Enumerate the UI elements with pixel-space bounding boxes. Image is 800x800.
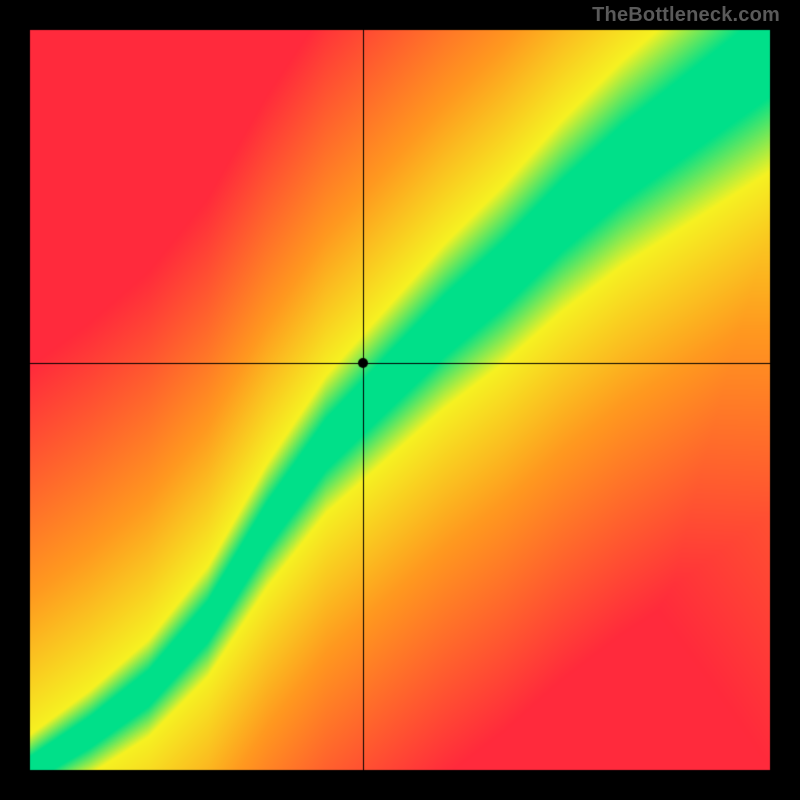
bottleneck-heatmap [0, 0, 800, 800]
chart-container: TheBottleneck.com [0, 0, 800, 800]
attribution-text: TheBottleneck.com [592, 4, 780, 27]
